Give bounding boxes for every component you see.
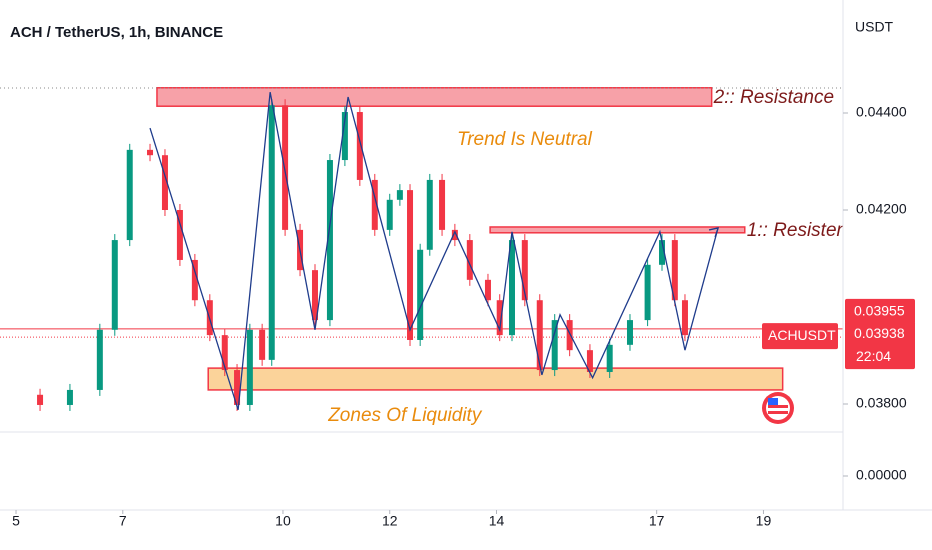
x-tick-label: 5	[12, 513, 20, 529]
price-tag-label: 0.03955	[854, 303, 905, 319]
candle	[659, 240, 666, 265]
candle	[234, 370, 241, 405]
x-tick-label: 12	[382, 513, 398, 529]
candle	[259, 329, 266, 360]
candle	[417, 249, 424, 340]
candle	[508, 240, 515, 336]
candle	[644, 264, 651, 321]
candle	[371, 179, 378, 230]
candle	[221, 335, 228, 371]
symbol-tag	[762, 323, 838, 350]
y-tick-label: 0.03800	[856, 395, 907, 411]
price-tag	[845, 321, 915, 370]
candle	[246, 329, 253, 405]
candle	[147, 149, 154, 156]
annotation: Trend Is Neutral	[457, 129, 593, 150]
candle	[426, 179, 433, 250]
x-tick-label: 17	[649, 513, 665, 529]
arrow-head	[708, 227, 720, 238]
candle	[396, 190, 403, 200]
candle	[126, 149, 133, 241]
symbol-tag-label: ACHUSDT	[768, 327, 836, 343]
candle	[521, 240, 528, 301]
candle	[466, 240, 473, 280]
candle	[681, 300, 688, 336]
price-tag	[845, 298, 915, 324]
price-tag-label: 0.03938	[854, 325, 905, 341]
zone	[156, 87, 713, 107]
chart-title: ACH / TetherUS, 1h, BINANCE	[10, 24, 223, 41]
candle	[326, 160, 333, 321]
candle	[341, 112, 348, 161]
x-tick-label: 14	[489, 513, 505, 529]
candle	[407, 190, 414, 340]
candle	[161, 155, 168, 210]
candle	[451, 229, 458, 241]
candle	[311, 270, 318, 321]
candle	[191, 259, 198, 301]
x-tick-label: 7	[119, 513, 127, 529]
x-tick-label: 19	[756, 513, 772, 529]
y-tick-label: 0.04400	[856, 104, 907, 120]
candle	[96, 329, 103, 390]
candle	[626, 320, 633, 345]
candle	[606, 344, 613, 372]
zone-label: 1:: Resistence	[747, 220, 867, 241]
candle	[111, 240, 118, 330]
candle	[484, 279, 491, 301]
candle	[386, 199, 393, 230]
x-tick-label: 10	[275, 513, 291, 529]
countdown: 22:04	[856, 348, 891, 364]
zone	[489, 226, 746, 234]
candle	[439, 179, 446, 230]
candle	[268, 105, 275, 360]
candle	[282, 105, 289, 230]
zone	[207, 367, 784, 391]
candle	[37, 394, 44, 405]
y-axis-label: USDT	[855, 19, 894, 35]
candle	[176, 210, 183, 260]
candle	[551, 320, 558, 371]
zone-label: 2:: Resistance	[713, 87, 834, 108]
candle	[586, 350, 593, 372]
zigzag-line	[149, 92, 719, 411]
candle	[496, 300, 503, 336]
candle	[356, 112, 363, 180]
volume-tick-label: 0.00000	[856, 467, 907, 483]
candle	[566, 320, 573, 351]
zone-label: Zones Of Liquidity	[327, 405, 483, 426]
flag-icon	[762, 392, 794, 424]
candle	[66, 389, 73, 405]
candle	[536, 300, 543, 371]
y-tick-label: 0.04200	[856, 201, 907, 217]
candle	[671, 240, 678, 301]
